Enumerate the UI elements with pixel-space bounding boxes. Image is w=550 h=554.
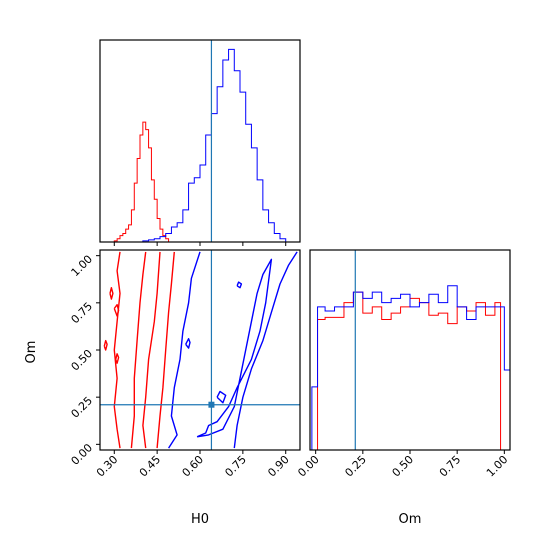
y-axis-label-om: Om: [24, 341, 39, 364]
om-histogram-frame: [309, 249, 511, 451]
blue-contour-line: [185, 338, 191, 349]
h0-histogram-frame: [99, 39, 301, 243]
red-contour-line: [156, 251, 175, 449]
blue-h0-histogram: [142, 48, 287, 242]
red-contour-line: [130, 251, 147, 449]
contour-frame: [99, 249, 301, 451]
blue-contour-line: [216, 390, 227, 404]
blue-om-histogram: [311, 285, 510, 450]
blue-contour-line: [168, 251, 201, 449]
x-axis-label-om: Om: [399, 512, 422, 527]
red-contour-line: [115, 353, 120, 364]
red-contour-line: [109, 287, 114, 300]
red-contour-line: [113, 251, 121, 449]
blue-contour-line: [236, 281, 243, 289]
h0-histogram-panel: [99, 39, 301, 246]
x-axis-label-h0: H0: [191, 512, 209, 527]
red-om-histogram: [315, 291, 505, 450]
truth-marker: [208, 401, 215, 408]
blue-contour-line: [233, 251, 298, 449]
blue-contour-line: [196, 258, 273, 438]
red-contour-line: [142, 251, 161, 449]
red-h0-histogram: [113, 121, 170, 242]
red-contour-line: [103, 339, 108, 351]
red-contour-line: [113, 304, 120, 317]
